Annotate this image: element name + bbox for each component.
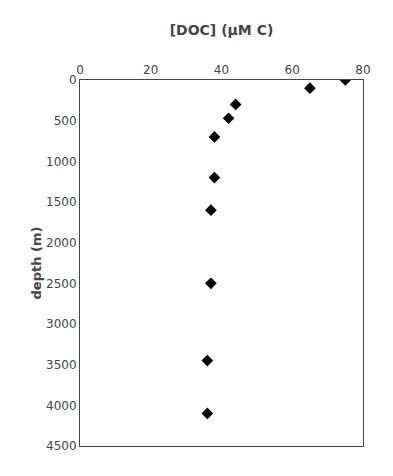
svg-text:2500: 2500	[46, 277, 77, 291]
svg-text:1500: 1500	[46, 195, 77, 209]
svg-text:2000: 2000	[46, 236, 77, 250]
svg-text:[DOC] (μM C): [DOC] (μM C)	[170, 22, 274, 38]
svg-text:20: 20	[143, 63, 158, 77]
svg-text:4500: 4500	[46, 439, 77, 453]
svg-text:60: 60	[285, 63, 300, 77]
svg-text:0: 0	[69, 73, 77, 87]
svg-text:40: 40	[214, 63, 229, 77]
svg-text:3000: 3000	[46, 317, 77, 331]
svg-text:80: 80	[355, 63, 370, 77]
svg-text:depth (m): depth (m)	[29, 227, 44, 300]
svg-text:4000: 4000	[46, 399, 77, 413]
svg-text:3500: 3500	[46, 358, 77, 372]
svg-text:500: 500	[54, 114, 77, 128]
svg-text:0: 0	[76, 63, 84, 77]
svg-text:1000: 1000	[46, 155, 77, 169]
